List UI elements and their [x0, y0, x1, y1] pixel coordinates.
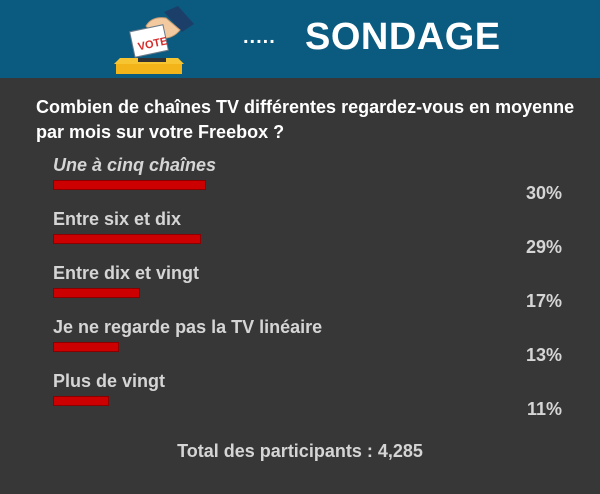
poll-option-4[interactable]: Je ne regarde pas la TV linéaire 13% — [0, 317, 600, 371]
option-percent: 17% — [525, 291, 562, 311]
poll-header: VOTE ..... SONDAGE — [0, 0, 600, 78]
option-result-bar — [53, 342, 119, 352]
option-label: Entre dix et vingt — [53, 263, 200, 283]
option-result-bar — [53, 396, 109, 406]
ballot-box-vote-icon: VOTE — [112, 6, 202, 79]
option-result-bar — [53, 234, 201, 244]
option-result-bar — [53, 288, 140, 298]
option-percent: 13% — [525, 345, 562, 365]
option-label: Je ne regarde pas la TV linéaire — [53, 317, 323, 337]
option-percent: 29% — [525, 237, 562, 257]
total-participants: Total des participants : 4,285 — [177, 441, 423, 461]
page-title: SONDAGE — [305, 16, 501, 58]
header-dots: ..... — [243, 26, 276, 48]
poll-option-5[interactable]: Plus de vingt 11% — [0, 371, 600, 425]
option-percent: 11% — [526, 399, 562, 419]
option-percent: 30% — [525, 183, 562, 203]
poll-option-3[interactable]: Entre dix et vingt 17% — [0, 263, 600, 317]
option-label: Plus de vingt — [53, 371, 166, 391]
option-label: Entre six et dix — [53, 209, 182, 229]
poll-question: Combien de chaînes TV différentes regard… — [36, 97, 575, 142]
option-result-bar — [53, 180, 206, 190]
option-label: Une à cinq chaînes — [53, 155, 217, 175]
poll-option-1[interactable]: Une à cinq chaînes 30% — [0, 155, 600, 209]
poll-option-2[interactable]: Entre six et dix 29% — [0, 209, 600, 263]
